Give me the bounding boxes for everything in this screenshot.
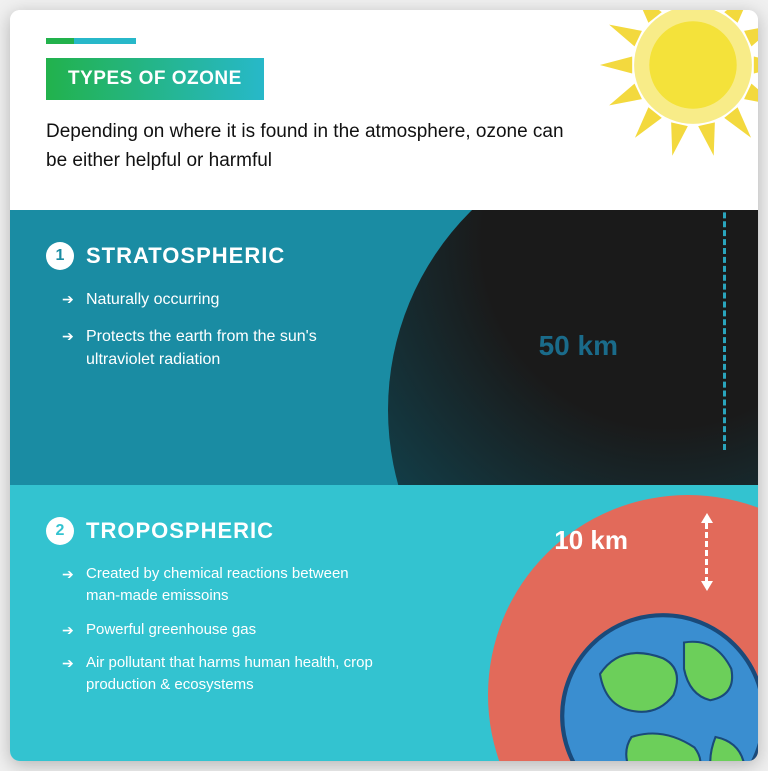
subtitle-text: Depending on where it is found in the at…: [46, 118, 576, 175]
section-title-1: STRATOSPHERIC: [86, 243, 285, 269]
accent-segment-a: [46, 38, 74, 44]
tropo-distance-label: 10 km: [554, 525, 628, 556]
header: TYPES OF OZONE Depending on where it is …: [10, 10, 758, 210]
strato-dash-line: [723, 210, 726, 450]
bullet-item: Protects the earth from the sun's ultrav…: [86, 325, 346, 371]
infographic-card: TYPES OF OZONE Depending on where it is …: [10, 10, 758, 761]
title-badge: TYPES OF OZONE: [46, 58, 264, 100]
tropo-dash-line: [705, 523, 708, 583]
bullet-item: Created by chemical reactions between ma…: [86, 563, 376, 607]
sun-icon: [598, 10, 758, 160]
bullet-item: Powerful greenhouse gas: [86, 619, 376, 641]
bullet-item: Naturally occurring: [86, 288, 346, 311]
section-number-1: 1: [46, 242, 74, 270]
strato-distance-label: 50 km: [539, 330, 618, 362]
arrow-down-icon: [701, 581, 713, 591]
section-number-2: 2: [46, 517, 74, 545]
section-tropospheric: 10 km 2 TROPOSPHERIC Created by chemical…: [10, 485, 758, 761]
num-2-text: 2: [56, 522, 65, 540]
accent-segment-b: [74, 38, 136, 44]
section-title-2: TROPOSPHERIC: [86, 518, 274, 544]
bullet-item: Air pollutant that harms human health, c…: [86, 652, 376, 696]
earth-icon: [558, 611, 758, 761]
section-stratospheric: 50 km 1 STRATOSPHERIC Naturally occurrin…: [10, 210, 758, 485]
bullets-2: Created by chemical reactions between ma…: [46, 563, 376, 696]
num-1-text: 1: [56, 247, 65, 265]
bullets-1: Naturally occurring Protects the earth f…: [46, 288, 346, 372]
arrow-up-icon: [701, 513, 713, 523]
